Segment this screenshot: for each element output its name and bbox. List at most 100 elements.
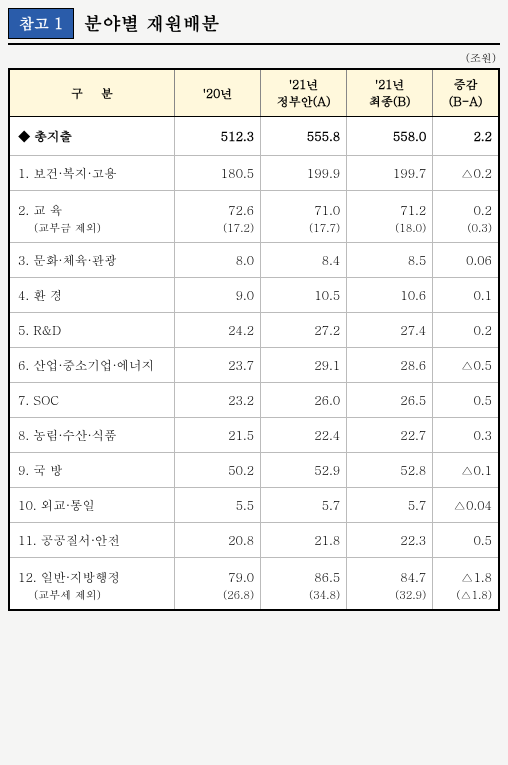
cell-y20: 24.2 [175,313,261,348]
cell-y21a: 5.7 [261,488,347,523]
unit-label: (조원) [8,51,500,66]
title-underline [8,43,500,45]
cell-label: 9. 국 방 [9,453,175,488]
cell-y21b: 84.7 [347,558,433,589]
cell-y21a: 22.4 [261,418,347,453]
col-diff: 증감 (B-A) [433,69,499,117]
cell-label: 12. 일반·지방행정 [9,558,175,589]
cell-y20: 23.2 [175,383,261,418]
total-y21a: 555.8 [261,117,347,156]
total-diff: 2.2 [433,117,499,156]
cell-y21a: 10.5 [261,278,347,313]
table-row: 9. 국 방50.252.952.8△0.1 [9,453,499,488]
cell-y21b: 8.5 [347,243,433,278]
table-row: 4. 환 경9.010.510.60.1 [9,278,499,313]
cell-y21a: 199.9 [261,156,347,191]
cell-label: 1. 보건·복지·고용 [9,156,175,191]
page-title: 분야별 재원배분 [84,11,220,36]
table-row: 6. 산업·중소기업·에너지23.729.128.6△0.5 [9,348,499,383]
table-sub-row: (교부금 제외)(17.2)(17.7)(18.0)(0.3) [9,221,499,243]
col-y20: '20년 [175,69,261,117]
total-y21b: 558.0 [347,117,433,156]
cell-y21a: 26.0 [261,383,347,418]
subcell-label: (교부세 제외) [9,588,175,610]
cell-y21a: 29.1 [261,348,347,383]
cell-diff: △0.2 [433,156,499,191]
cell-diff: 0.2 [433,191,499,222]
subcell-y21a: (17.7) [261,221,347,243]
cell-y20: 9.0 [175,278,261,313]
table-row: 3. 문화·체육·관광8.08.48.50.06 [9,243,499,278]
cell-y20: 23.7 [175,348,261,383]
cell-y20: 8.0 [175,243,261,278]
col-category: 구분 [9,69,175,117]
cell-y20: 5.5 [175,488,261,523]
cell-y20: 180.5 [175,156,261,191]
cell-y21a: 21.8 [261,523,347,558]
col-y21a: '21년 정부안(A) [261,69,347,117]
cell-y20: 50.2 [175,453,261,488]
table-row: 7. SOC23.226.026.50.5 [9,383,499,418]
cell-y20: 79.0 [175,558,261,589]
cell-y21a: 52.9 [261,453,347,488]
cell-diff: 0.5 [433,523,499,558]
table-row: 1. 보건·복지·고용180.5199.9199.7△0.2 [9,156,499,191]
cell-y21b: 22.7 [347,418,433,453]
cell-label: 2. 교 육 [9,191,175,222]
reference-badge: 참고 1 [8,8,74,39]
cell-diff: △0.04 [433,488,499,523]
cell-y20: 72.6 [175,191,261,222]
table-row: 10. 외교·통일5.55.75.7△0.04 [9,488,499,523]
cell-y21b: 26.5 [347,383,433,418]
cell-y21b: 22.3 [347,523,433,558]
cell-label: 6. 산업·중소기업·에너지 [9,348,175,383]
subcell-diff: (0.3) [433,221,499,243]
subcell-y21a: (34.8) [261,588,347,610]
cell-y21b: 27.4 [347,313,433,348]
cell-label: 5. R&D [9,313,175,348]
cell-y20: 21.5 [175,418,261,453]
subcell-label: (교부금 제외) [9,221,175,243]
total-row: ◆ 총지출 512.3 555.8 558.0 2.2 [9,117,499,156]
subcell-diff: (△1.8) [433,588,499,610]
cell-label: 8. 농림·수산·식품 [9,418,175,453]
subcell-y20: (26.8) [175,588,261,610]
cell-y21b: 10.6 [347,278,433,313]
cell-y21a: 86.5 [261,558,347,589]
cell-diff: 0.1 [433,278,499,313]
total-label: ◆ 총지출 [9,117,175,156]
cell-diff: 0.3 [433,418,499,453]
cell-y21b: 28.6 [347,348,433,383]
cell-label: 4. 환 경 [9,278,175,313]
table-sub-row: (교부세 제외)(26.8)(34.8)(32.9)(△1.8) [9,588,499,610]
subcell-y21b: (18.0) [347,221,433,243]
cell-label: 11. 공공질서·안전 [9,523,175,558]
table-header-row: 구분 '20년 '21년 정부안(A) '21년 최종(B) 증감 (B-A) [9,69,499,117]
col-y21b: '21년 최종(B) [347,69,433,117]
table-row: 8. 농림·수산·식품21.522.422.70.3 [9,418,499,453]
allocation-table: 구분 '20년 '21년 정부안(A) '21년 최종(B) 증감 (B-A) … [8,68,500,611]
cell-y21a: 27.2 [261,313,347,348]
title-row: 참고 1 분야별 재원배분 [8,8,500,39]
table-row: 5. R&D24.227.227.40.2 [9,313,499,348]
cell-diff: △1.8 [433,558,499,589]
cell-label: 7. SOC [9,383,175,418]
cell-y20: 20.8 [175,523,261,558]
cell-y21b: 52.8 [347,453,433,488]
cell-y21b: 199.7 [347,156,433,191]
cell-y21b: 5.7 [347,488,433,523]
cell-diff: 0.5 [433,383,499,418]
subcell-y20: (17.2) [175,221,261,243]
cell-y21a: 8.4 [261,243,347,278]
table-row: 12. 일반·지방행정79.086.584.7△1.8 [9,558,499,589]
cell-y21b: 71.2 [347,191,433,222]
cell-diff: △0.5 [433,348,499,383]
table-row: 2. 교 육72.671.071.20.2 [9,191,499,222]
cell-y21a: 71.0 [261,191,347,222]
cell-diff: 0.2 [433,313,499,348]
cell-label: 10. 외교·통일 [9,488,175,523]
total-y20: 512.3 [175,117,261,156]
cell-label: 3. 문화·체육·관광 [9,243,175,278]
cell-diff: 0.06 [433,243,499,278]
cell-diff: △0.1 [433,453,499,488]
